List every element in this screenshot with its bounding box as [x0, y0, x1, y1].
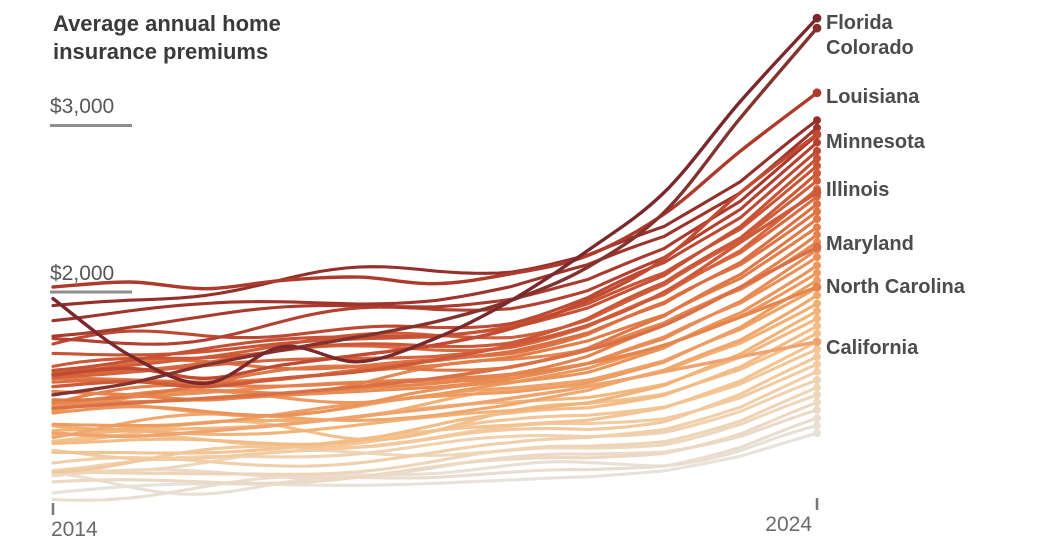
state-line-maryland-endpoint-dot	[812, 242, 822, 252]
state-label-florida: Florida	[826, 12, 894, 34]
state-label-colorado: Colorado	[826, 37, 914, 59]
state-line-unlabeled-1-endpoint-dot	[813, 421, 821, 430]
state-line-california	[51, 340, 819, 439]
state-line-unlabeled-3-endpoint-dot	[813, 405, 821, 414]
state-line-maryland	[51, 245, 819, 410]
state-labels: Florida Colorado Louisiana Minnesota Illinoi…	[826, 12, 966, 359]
state-line-unlabeled-7-endpoint-dot	[813, 376, 821, 384]
state-line-unlabeled-26-endpoint-dot	[813, 230, 821, 239]
state-line-florida	[51, 16, 819, 386]
state-line-unlabeled-5-endpoint-dot	[813, 390, 821, 399]
state-line-unlabeled-15-endpoint-dot	[813, 314, 821, 323]
state-line-unlabeled-27-endpoint-dot	[813, 223, 821, 232]
state-line-unlabeled-33-endpoint-dot	[813, 176, 821, 185]
state-line-unlabeled-23-endpoint-dot	[813, 253, 821, 262]
state-line-unlabeled-0-endpoint-dot	[813, 429, 821, 438]
state-line-unlabeled-11-endpoint-dot	[813, 345, 821, 354]
state-line-unlabeled-36-endpoint-dot	[813, 154, 821, 163]
state-label-maryland: Maryland	[826, 233, 914, 255]
state-line-minnesota-endpoint-dot	[812, 129, 822, 139]
state-line-unlabeled-5	[51, 393, 819, 473]
state-line-unlabeled-7	[51, 378, 819, 473]
state-line-unlabeled-21-endpoint-dot	[813, 268, 821, 277]
state-label-north-carolina: North Carolina	[826, 276, 966, 298]
state-line-louisiana-endpoint-dot	[812, 88, 822, 98]
state-line-unlabeled-40-endpoint-dot	[813, 123, 821, 132]
state-line-unlabeled-14	[51, 324, 819, 446]
chart-title-line-1: Average annual home	[53, 11, 281, 36]
state-line-unlabeled-41-endpoint-dot	[813, 116, 821, 125]
state-line-illinois	[51, 190, 819, 389]
plot-area	[51, 13, 822, 502]
state-line-unlabeled-40	[51, 126, 819, 323]
state-label-california: California	[826, 337, 919, 359]
state-line-unlabeled-20-endpoint-dot	[813, 276, 821, 285]
state-line-colorado-endpoint-dot	[812, 23, 822, 33]
state-line-unlabeled-6	[51, 385, 819, 476]
state-line-unlabeled-22-endpoint-dot	[813, 261, 821, 270]
state-line-unlabeled-28-endpoint-dot	[813, 215, 821, 223]
y-tick-label-2000: $2,000	[50, 262, 114, 285]
state-line-california-endpoint-dot	[812, 337, 822, 347]
state-label-illinois: Illinois	[826, 179, 889, 201]
state-line-unlabeled-39	[51, 133, 819, 338]
state-line-unlabeled-29-endpoint-dot	[813, 207, 821, 216]
state-line-unlabeled-10-endpoint-dot	[813, 352, 821, 361]
state-line-unlabeled-13-endpoint-dot	[813, 329, 821, 338]
state-line-unlabeled-18-endpoint-dot	[813, 291, 821, 300]
state-line-minnesota	[51, 132, 819, 381]
state-line-unlabeled-8-endpoint-dot	[813, 367, 821, 376]
state-line-unlabeled-32	[51, 187, 819, 379]
state-line-unlabeled-14-endpoint-dot	[813, 322, 821, 330]
chart-title-line-2: insurance premiums	[53, 39, 268, 64]
state-line-illinois-endpoint-dot	[812, 188, 822, 197]
state-line-unlabeled-6-endpoint-dot	[813, 383, 821, 392]
state-line-north-carolina-endpoint-dot	[812, 282, 822, 292]
state-line-unlabeled-28	[51, 217, 819, 402]
state-line-unlabeled-0	[51, 431, 819, 495]
state-line-unlabeled-4	[51, 400, 819, 485]
state-line-unlabeled-35-endpoint-dot	[813, 161, 821, 170]
state-line-unlabeled-9-endpoint-dot	[813, 360, 821, 369]
state-line-unlabeled-37	[51, 149, 819, 346]
state-line-unlabeled-18	[51, 293, 819, 440]
state-line-unlabeled-2	[51, 416, 819, 502]
y-tick-label-3000: $3,000	[50, 95, 114, 118]
state-line-unlabeled-36	[51, 156, 819, 372]
state-line-unlabeled-30-endpoint-dot	[813, 200, 821, 208]
state-label-louisiana: Louisiana	[826, 86, 920, 108]
state-line-colorado	[51, 26, 819, 397]
state-line-unlabeled-38-endpoint-dot	[813, 138, 821, 147]
state-line-unlabeled-16-endpoint-dot	[813, 307, 821, 316]
state-line-unlabeled-2-endpoint-dot	[813, 414, 821, 423]
state-line-unlabeled-4-endpoint-dot	[813, 398, 821, 407]
state-line-unlabeled-38	[51, 141, 819, 346]
state-line-unlabeled-1	[51, 424, 819, 496]
state-line-florida-endpoint-dot	[812, 13, 822, 23]
x-tick-label-2024: 2024	[765, 513, 812, 536]
state-line-unlabeled-34-endpoint-dot	[813, 169, 821, 178]
state-line-unlabeled-37-endpoint-dot	[813, 146, 821, 155]
state-line-unlabeled-17-endpoint-dot	[813, 299, 821, 308]
state-label-minnesota: Minnesota	[826, 131, 926, 153]
state-line-unlabeled-41	[51, 118, 819, 308]
state-line-unlabeled-20	[51, 278, 819, 428]
state-line-louisiana	[51, 91, 819, 291]
x-tick-label-2014: 2014	[51, 518, 98, 541]
